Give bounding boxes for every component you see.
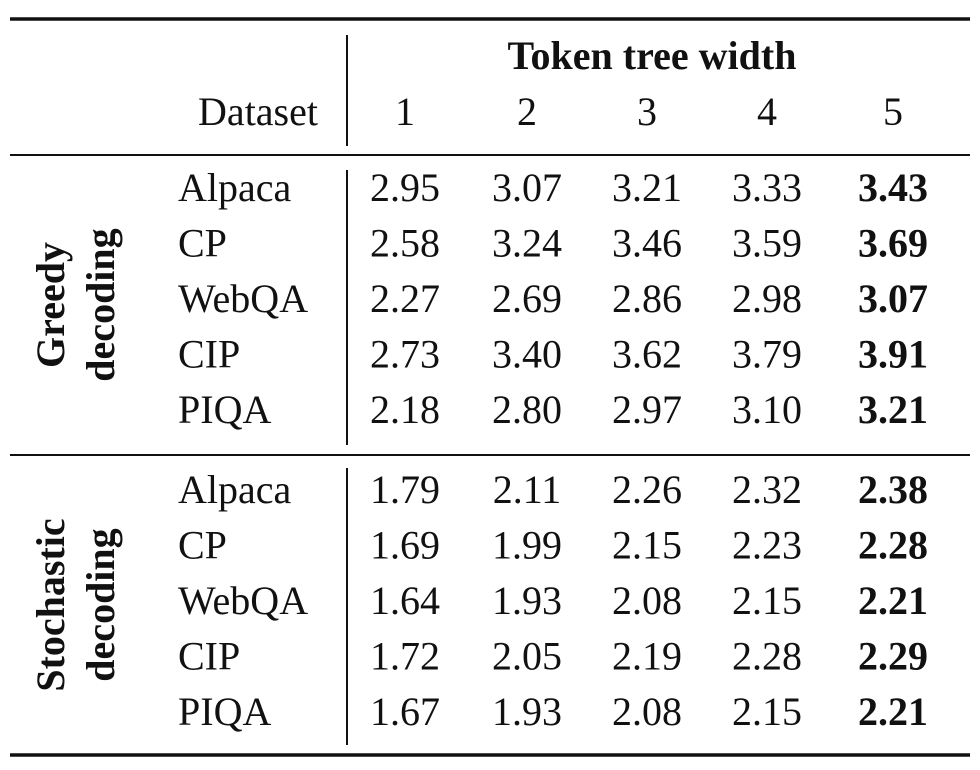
cell-value: 2.28 bbox=[858, 523, 928, 568]
cell-value: 3.33 bbox=[732, 165, 802, 210]
cell-value: 3.43 bbox=[858, 165, 928, 210]
cell-value: 2.15 bbox=[612, 523, 682, 568]
cell-value: 2.98 bbox=[732, 276, 802, 321]
cell-value: 2.21 bbox=[858, 689, 928, 734]
column-header: 5 bbox=[883, 89, 903, 134]
cell-value: 1.64 bbox=[370, 578, 440, 623]
cell-value: 2.15 bbox=[732, 689, 802, 734]
section-label: decoding bbox=[78, 228, 123, 381]
cell-value: 1.72 bbox=[370, 634, 440, 679]
cell-value: 2.26 bbox=[612, 467, 682, 512]
row-label: Alpaca bbox=[178, 165, 292, 210]
cell-value: 1.93 bbox=[492, 689, 562, 734]
cell-value: 3.10 bbox=[732, 387, 802, 432]
column-header: 3 bbox=[637, 89, 657, 134]
row-label: PIQA bbox=[178, 689, 271, 734]
cell-value: 3.21 bbox=[858, 387, 928, 432]
cell-value: 1.99 bbox=[492, 523, 562, 568]
cell-value: 2.05 bbox=[492, 634, 562, 679]
cell-value: 2.58 bbox=[370, 221, 440, 266]
cell-value: 2.21 bbox=[858, 578, 928, 623]
section-label: Stochastic bbox=[28, 518, 73, 691]
dataset-header: Dataset bbox=[198, 89, 318, 134]
cell-value: 2.32 bbox=[732, 467, 802, 512]
cell-value: 3.69 bbox=[858, 221, 928, 266]
cell-value: 2.80 bbox=[492, 387, 562, 432]
cell-value: 3.40 bbox=[492, 332, 562, 377]
cell-value: 2.86 bbox=[612, 276, 682, 321]
cell-value: 2.19 bbox=[612, 634, 682, 679]
cell-value: 3.91 bbox=[858, 332, 928, 377]
cell-value: 2.18 bbox=[370, 387, 440, 432]
cell-value: 3.24 bbox=[492, 221, 562, 266]
section-label: Greedy bbox=[28, 242, 73, 368]
cell-value: 2.15 bbox=[732, 578, 802, 623]
cell-value: 3.21 bbox=[612, 165, 682, 210]
cell-value: 2.27 bbox=[370, 276, 440, 321]
cell-value: 2.08 bbox=[612, 578, 682, 623]
cell-value: 3.46 bbox=[612, 221, 682, 266]
column-header: 4 bbox=[757, 89, 777, 134]
row-label: WebQA bbox=[178, 276, 308, 321]
cell-value: 2.23 bbox=[732, 523, 802, 568]
cell-value: 3.79 bbox=[732, 332, 802, 377]
cell-value: 2.73 bbox=[370, 332, 440, 377]
cell-value: 1.67 bbox=[370, 689, 440, 734]
cell-value: 2.08 bbox=[612, 689, 682, 734]
cell-value: 3.59 bbox=[732, 221, 802, 266]
column-header: 2 bbox=[517, 89, 537, 134]
cell-value: 3.07 bbox=[492, 165, 562, 210]
cell-value: 2.97 bbox=[612, 387, 682, 432]
cell-value: 2.69 bbox=[492, 276, 562, 321]
row-label: CP bbox=[178, 523, 227, 568]
cell-value: 3.07 bbox=[858, 276, 928, 321]
cell-value: 3.62 bbox=[612, 332, 682, 377]
cell-value: 2.95 bbox=[370, 165, 440, 210]
row-label: PIQA bbox=[178, 387, 271, 432]
column-header: 1 bbox=[395, 89, 415, 134]
row-label: Alpaca bbox=[178, 467, 292, 512]
group-header: Token tree width bbox=[508, 33, 797, 78]
cell-value: 1.79 bbox=[370, 467, 440, 512]
cell-value: 2.11 bbox=[493, 467, 562, 512]
row-label: WebQA bbox=[178, 578, 308, 623]
row-label: CIP bbox=[178, 332, 240, 377]
cell-value: 2.29 bbox=[858, 634, 928, 679]
row-label: CIP bbox=[178, 634, 240, 679]
cell-value: 1.93 bbox=[492, 578, 562, 623]
section-label: decoding bbox=[78, 528, 123, 681]
cell-value: 1.69 bbox=[370, 523, 440, 568]
cell-value: 2.28 bbox=[732, 634, 802, 679]
cell-value: 2.38 bbox=[858, 467, 928, 512]
row-label: CP bbox=[178, 221, 227, 266]
